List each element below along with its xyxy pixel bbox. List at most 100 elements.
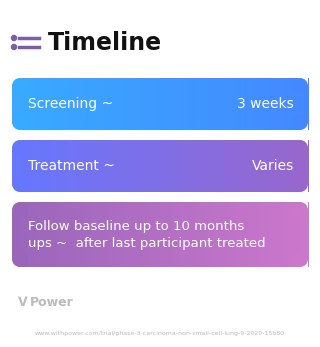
Bar	[161, 202, 162, 267]
Bar	[143, 202, 144, 267]
Circle shape	[12, 35, 17, 41]
Bar	[52, 78, 54, 130]
Bar	[168, 78, 170, 130]
Bar	[72, 78, 74, 130]
Bar	[139, 78, 140, 130]
Bar	[301, 140, 302, 192]
Bar	[267, 202, 268, 267]
Bar	[150, 202, 151, 267]
Bar	[269, 78, 271, 130]
Bar	[48, 140, 49, 192]
Bar	[84, 140, 86, 192]
Bar	[77, 78, 79, 130]
Bar	[295, 140, 297, 192]
Bar	[254, 78, 256, 130]
Bar	[303, 202, 305, 267]
Bar	[162, 78, 163, 130]
Bar	[288, 78, 290, 130]
Bar	[138, 202, 139, 267]
Bar	[286, 78, 288, 130]
Bar	[121, 140, 122, 192]
Bar	[49, 78, 50, 130]
Circle shape	[292, 176, 308, 192]
Bar	[115, 202, 116, 267]
Bar	[91, 202, 93, 267]
Bar	[203, 78, 204, 130]
Bar	[305, 78, 307, 130]
Bar	[234, 202, 235, 267]
Bar	[218, 202, 220, 267]
Bar	[99, 78, 100, 130]
Bar	[108, 202, 109, 267]
Bar	[197, 140, 199, 192]
Bar	[248, 140, 249, 192]
Bar	[134, 140, 135, 192]
Bar	[223, 140, 224, 192]
Bar	[36, 78, 37, 130]
Bar	[123, 78, 124, 130]
Bar	[237, 202, 238, 267]
Bar	[129, 140, 130, 192]
Bar	[47, 140, 48, 192]
Bar	[131, 78, 132, 130]
Bar	[112, 78, 114, 130]
Bar	[139, 202, 140, 267]
Bar	[13, 202, 14, 267]
Bar	[84, 78, 86, 130]
Bar	[172, 202, 174, 267]
Bar	[19, 78, 20, 130]
Bar	[143, 78, 144, 130]
Bar	[23, 202, 24, 267]
Bar	[156, 78, 158, 130]
Bar	[289, 140, 291, 192]
Bar	[12, 78, 13, 130]
Bar	[211, 78, 212, 130]
Bar	[227, 202, 228, 267]
Bar	[61, 140, 63, 192]
Bar	[36, 140, 37, 192]
Bar	[248, 78, 249, 130]
Circle shape	[12, 114, 28, 130]
Bar	[150, 78, 151, 130]
Bar	[165, 140, 167, 192]
Bar	[284, 140, 286, 192]
Bar	[200, 78, 202, 130]
Bar	[37, 78, 38, 130]
Bar	[263, 140, 265, 192]
Circle shape	[12, 78, 28, 94]
Bar	[189, 140, 191, 192]
Bar	[110, 78, 111, 130]
Bar	[125, 202, 126, 267]
Bar	[287, 78, 289, 130]
Bar	[42, 78, 43, 130]
Bar	[143, 140, 144, 192]
Bar	[188, 78, 190, 130]
Bar	[87, 78, 89, 130]
Bar	[12, 140, 13, 192]
Bar	[202, 202, 204, 267]
Text: Power: Power	[30, 296, 74, 308]
Bar	[221, 140, 222, 192]
Bar	[56, 140, 57, 192]
Bar	[208, 140, 210, 192]
Bar	[168, 202, 170, 267]
Bar	[239, 140, 240, 192]
Bar	[220, 202, 221, 267]
Bar	[227, 140, 228, 192]
Bar	[151, 78, 152, 130]
Bar	[164, 140, 165, 192]
Bar	[37, 140, 38, 192]
Bar	[264, 202, 266, 267]
Bar	[95, 140, 97, 192]
Bar	[282, 140, 284, 192]
Bar	[132, 140, 133, 192]
Bar	[52, 202, 54, 267]
Bar	[304, 140, 306, 192]
Bar	[232, 140, 233, 192]
Bar	[217, 202, 219, 267]
Bar	[203, 140, 204, 192]
Bar	[39, 202, 40, 267]
Bar	[274, 202, 276, 267]
Bar	[273, 202, 275, 267]
Bar	[52, 202, 53, 267]
